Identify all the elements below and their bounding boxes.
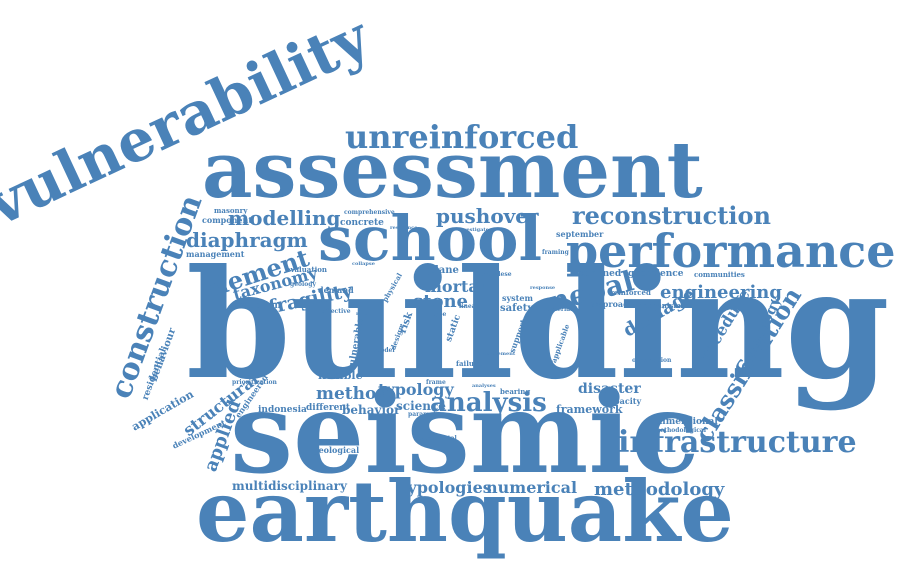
word-collapse: collapse [352, 261, 375, 267]
word-investigate: investigate [458, 227, 489, 233]
word-concrete: concrete [340, 218, 384, 228]
word-dimensional: dimensional [656, 417, 718, 427]
word-model: model [374, 347, 395, 354]
word-school: school [318, 202, 542, 275]
word-resilience: resilience [390, 225, 418, 231]
word-geological: geological [313, 445, 360, 455]
word-framing: framing [542, 249, 569, 256]
word-improvement: improvement [478, 351, 516, 357]
word-geology: geology [290, 281, 316, 288]
word-methodological: methodological [654, 427, 707, 434]
word-method: method [316, 384, 389, 404]
word-safety: safety [500, 303, 534, 314]
word-evaluation: evaluation [286, 265, 327, 274]
word-typology: typology [378, 380, 454, 399]
word-behavior: behavior [342, 403, 401, 417]
word-engineering: engineering [660, 282, 782, 303]
word-earthquake: earthquake [196, 462, 734, 561]
word-unreinforced: unreinforced [345, 118, 579, 156]
word-numerical: numerical [486, 478, 578, 497]
word-communities: communities [694, 270, 745, 279]
word-capacity: capacity [604, 396, 642, 406]
word-analysis: analysis [430, 388, 547, 418]
word-linear: linear [459, 303, 479, 310]
word-stone: stone [413, 291, 468, 312]
word-incremental: incremental [416, 435, 457, 442]
word-multidisciplinary: multidisciplinary [232, 479, 347, 493]
word-september: september [556, 229, 604, 239]
word-analyses: analyses [472, 383, 496, 389]
word-seismic: seismic [230, 368, 700, 499]
word-effective: effective [322, 308, 351, 315]
word-approach: approach [592, 299, 634, 309]
word-material: material [544, 306, 573, 313]
word-reduction: reduction [232, 301, 281, 311]
word-flexible: flexible [318, 369, 363, 382]
word-pushover: pushover [436, 204, 539, 228]
word-system: system [502, 293, 533, 303]
word-geoscience: geoscience [628, 269, 684, 279]
word-masonry: masonry [214, 206, 248, 215]
word-response: response [530, 285, 556, 291]
word-plane: plane [428, 265, 459, 276]
word-science: science [396, 399, 446, 413]
word-disaster: disaster [578, 381, 641, 397]
word-framework: framework [556, 403, 623, 416]
word-typologies: typologies [400, 478, 492, 497]
word-building: building [186, 237, 890, 413]
word-methodology: methodology [594, 479, 725, 500]
word-demand: demand [318, 285, 354, 295]
word-different: different [306, 403, 350, 413]
word-component: component [202, 215, 253, 225]
word-performance: performance [566, 224, 896, 278]
word-result: result [356, 311, 373, 317]
word-bearing: bearing [500, 387, 531, 396]
word-modelling: modelling [228, 206, 341, 230]
word-confined: confined [578, 269, 622, 279]
word-mortar: mortar [425, 277, 488, 296]
word-management: management [186, 249, 245, 259]
word-diaphragm: diaphragm [186, 228, 308, 252]
word-type: type [432, 311, 447, 318]
word-assessment: assessment [202, 125, 703, 216]
word-mechanism: mechanism [636, 301, 681, 310]
word-nepalese: nepalese [482, 271, 512, 278]
word-reconstruction: reconstruction [572, 201, 771, 230]
word-infrastructure: infrastructure [618, 425, 857, 460]
word-reinforced: reinforced [610, 288, 651, 297]
word-observation: observation [632, 357, 672, 364]
word-frame: frame [426, 379, 446, 386]
word-indonesia: indonesia [258, 405, 307, 415]
word-comprehensive: comprehensive [344, 209, 395, 216]
word-failure: failure [456, 359, 483, 368]
word-parameter: parameter [408, 411, 444, 418]
word-prioritization: prioritization [232, 379, 277, 386]
